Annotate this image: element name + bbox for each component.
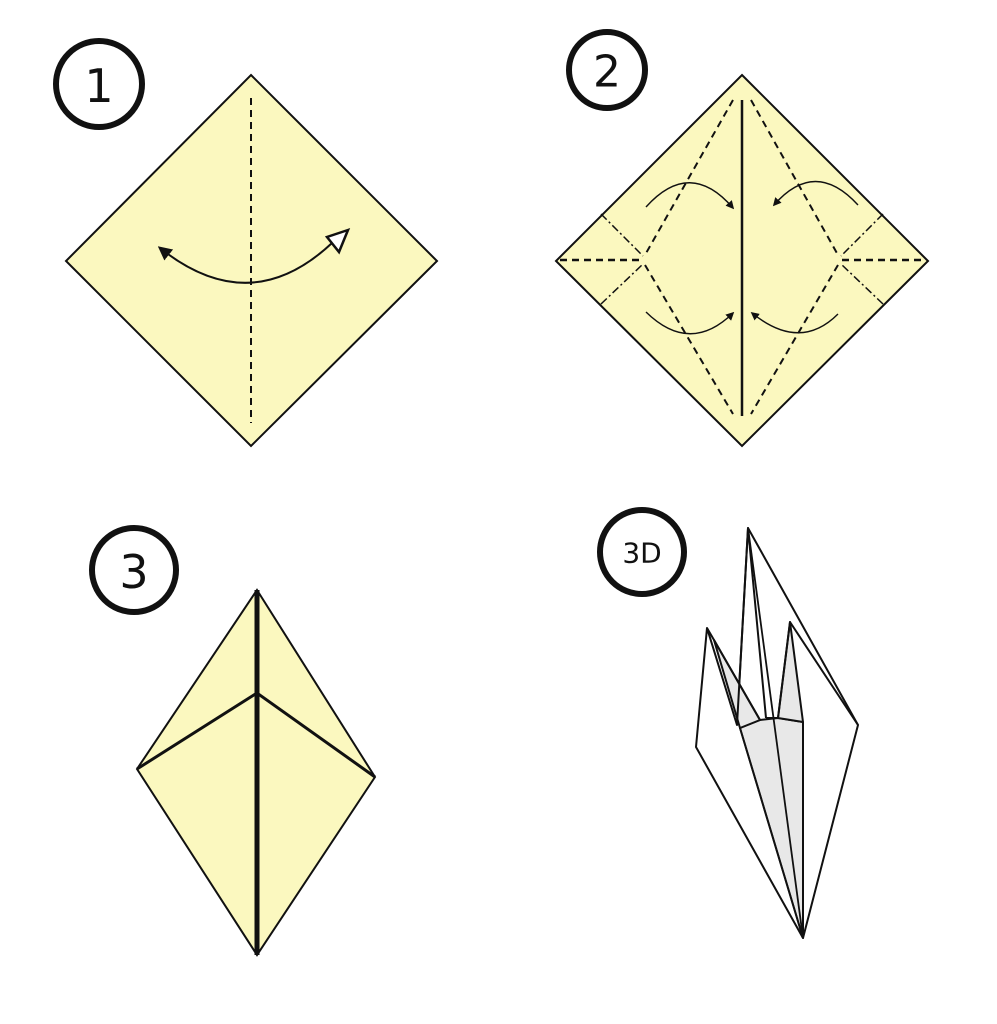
step-2: 2 (554, 29, 930, 448)
step-2-number: 2 (593, 47, 621, 98)
step-1-curved-arrow-icon (157, 227, 351, 284)
step-3-badge: 3 (89, 525, 179, 615)
step-3-number: 3 (119, 545, 148, 599)
step-3d-label: 3D (622, 537, 661, 570)
step-3d-badge: 3D (597, 507, 687, 597)
step-3d: 3D (597, 507, 859, 939)
step-2-curved-arrow-icons (645, 180, 859, 335)
step-1-badge: 1 (53, 38, 145, 130)
step-1: 1 (53, 38, 439, 448)
step-3d-folded-model (695, 527, 859, 939)
step-3: 3 (89, 525, 377, 957)
step-2-badge: 2 (566, 29, 648, 111)
step-1-number: 1 (84, 59, 113, 113)
step-2-mountain-fold-lines (600, 213, 884, 305)
step-2-valley-fold-lines (560, 99, 924, 415)
